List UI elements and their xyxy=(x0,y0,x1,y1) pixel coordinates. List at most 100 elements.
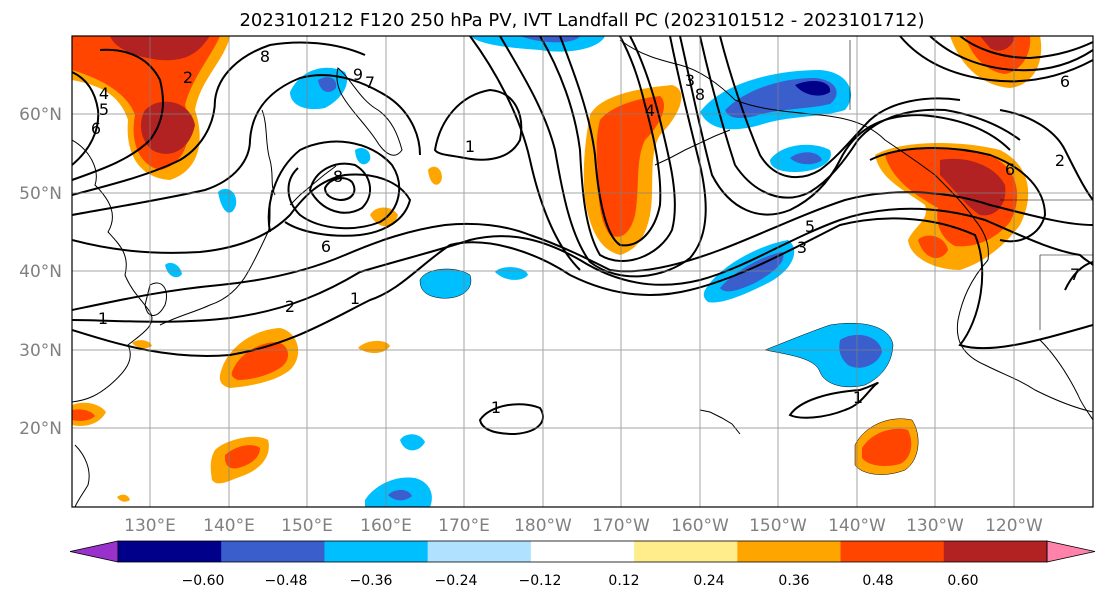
shade-positive xyxy=(140,101,195,154)
pv-contour xyxy=(72,48,164,181)
longitude-labels: 130°E 140°E 150°E 160°E 170°E 180°W 170°… xyxy=(124,516,1043,536)
shade-negative xyxy=(795,80,831,96)
lon-label: 160°W xyxy=(671,516,729,536)
lon-label: 140°E xyxy=(203,516,255,536)
coastline-baja xyxy=(1039,339,1093,421)
contour-label: 5 xyxy=(805,217,815,236)
lon-label: 120°W xyxy=(985,516,1043,536)
shade-positive xyxy=(940,158,1006,216)
contour-label: 1 xyxy=(465,137,475,156)
colorbar-frame xyxy=(117,540,1048,563)
pv-contour xyxy=(869,147,1047,243)
colorbar-tick-label: 0.48 xyxy=(862,573,893,589)
shade-negative xyxy=(388,489,412,501)
coastline-hawaii xyxy=(699,409,741,435)
pv-contour xyxy=(72,41,366,196)
border-canada-us xyxy=(849,40,1093,330)
contour-label: 7 xyxy=(1070,265,1080,284)
pv-contour xyxy=(559,36,662,247)
contour-label: 3 xyxy=(685,71,695,90)
shade-positive xyxy=(110,36,210,61)
coastline-sakhalin xyxy=(261,109,276,196)
pv-contour xyxy=(72,173,412,254)
contour-label: 9 xyxy=(353,65,363,84)
shade-outline xyxy=(764,322,894,388)
contour-label: 6 xyxy=(1060,72,1070,91)
shade-negative xyxy=(520,36,580,43)
colorbar-tick-label: 0.60 xyxy=(947,573,978,589)
lat-label: 20°N xyxy=(19,419,62,439)
pv-contour xyxy=(323,177,356,202)
shade-positive xyxy=(596,96,665,237)
pv-contour xyxy=(929,36,1093,72)
pv-contour xyxy=(959,36,1093,60)
colorbar-tick-label: −0.60 xyxy=(182,573,225,589)
shade-negative xyxy=(790,152,822,165)
lon-label: 130°E xyxy=(124,516,176,536)
coastline-philippines xyxy=(74,444,90,507)
lon-label: 140°W xyxy=(828,516,886,536)
shade-positive xyxy=(862,428,912,466)
latitude-labels: 60°N 50°N 40°N 30°N 20°N xyxy=(19,105,62,439)
contour-label: 3 xyxy=(797,238,807,257)
coastline-aleutians xyxy=(654,129,731,166)
shade-negative xyxy=(400,434,425,451)
contour-label: 7 xyxy=(365,73,375,92)
colorbar-segment xyxy=(427,541,532,562)
pv-contour xyxy=(539,36,676,262)
colorbar-segment xyxy=(324,541,429,562)
contour-label: 2 xyxy=(1055,151,1065,170)
lat-label: 40°N xyxy=(19,262,62,282)
colorbar-segment xyxy=(221,541,325,562)
colorbar-ticks: −0.60 −0.48 −0.36 −0.24 −0.12 0.12 0.24 … xyxy=(182,573,979,589)
coastline-alaska xyxy=(619,39,936,176)
pv-contour xyxy=(308,162,371,214)
shade-negative xyxy=(495,267,528,280)
pv-contour xyxy=(499,36,707,278)
colorbar-tick-label: −0.48 xyxy=(265,573,308,589)
pv-contour xyxy=(72,71,100,166)
pv-contour xyxy=(72,217,1093,357)
gridlines xyxy=(72,36,1093,507)
pv-contour xyxy=(469,36,581,271)
lon-label: 160°E xyxy=(360,516,412,536)
shade-positive xyxy=(231,342,289,380)
pv-contour xyxy=(433,88,523,161)
pv-contour xyxy=(679,36,1011,216)
colorbar-segment xyxy=(737,541,842,562)
contour-label: 2 xyxy=(285,297,295,316)
contour-label: 1 xyxy=(350,289,360,308)
pv-contour xyxy=(72,207,1093,323)
pv-contour xyxy=(72,74,421,216)
coastline-kamchatka xyxy=(336,67,403,156)
shade-negative xyxy=(290,67,348,110)
lon-label: 180°W xyxy=(514,516,572,536)
contour-label: 6 xyxy=(1005,160,1015,179)
lon-label: 170°W xyxy=(592,516,650,536)
lon-label: 130°W xyxy=(906,516,964,536)
lat-label: 50°N xyxy=(19,184,62,204)
shade-positive xyxy=(72,409,95,421)
lat-label: 30°N xyxy=(19,341,62,361)
colorbar: −0.60 −0.48 −0.36 −0.24 −0.12 0.12 0.24 … xyxy=(69,540,1096,589)
pv-contour xyxy=(478,403,544,436)
contour-labels: 1 1 1 1 1 2 2 2 3 3 4 4 5 5 6 6 6 7 8 8 xyxy=(91,47,1080,417)
contour-label: 8 xyxy=(695,85,705,104)
shade-negative xyxy=(318,77,337,92)
shade-positive xyxy=(918,235,948,259)
shade-negative xyxy=(839,334,882,368)
contour-label: 6 xyxy=(321,237,331,256)
colorbar-tick-label: 0.36 xyxy=(778,573,809,589)
pv-contour xyxy=(788,381,879,419)
shade-positive xyxy=(428,166,442,185)
shade-positive xyxy=(980,36,1015,51)
colorbar-segment xyxy=(943,541,1048,562)
coastline-korea xyxy=(144,282,167,316)
colorbar-segments xyxy=(69,540,1096,563)
colorbar-segment xyxy=(118,541,222,562)
contour-label: 1 xyxy=(853,388,863,407)
pv-contour xyxy=(899,36,1093,83)
shade-positive xyxy=(132,340,152,349)
shade-negative xyxy=(218,188,237,213)
